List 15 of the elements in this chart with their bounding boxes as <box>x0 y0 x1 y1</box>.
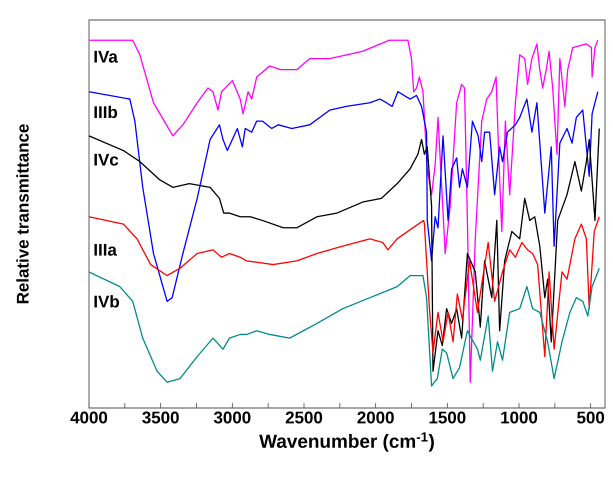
y-axis-title: Relative transmittance <box>16 124 29 304</box>
x-tick-label: 4000 <box>70 412 108 424</box>
x-tick-label: 2000 <box>357 412 394 424</box>
x-tick-label: 3000 <box>214 412 250 424</box>
x-tick-label: 2500 <box>286 412 322 424</box>
series-label: IVb <box>94 295 119 308</box>
x-tick-label: 500 <box>577 412 604 424</box>
series-label: IVc <box>94 154 118 166</box>
x-axis-title: Wavenumber (cm$^{-1}$) <box>259 432 434 452</box>
series-label: IIIb <box>94 106 118 118</box>
series-label: IVa <box>94 50 118 63</box>
x-tick-label: 1500 <box>430 412 466 424</box>
x-tick-label: 1000 <box>501 412 538 424</box>
series-label: IIIa <box>94 244 117 256</box>
x-tick-label: 3500 <box>142 412 179 424</box>
